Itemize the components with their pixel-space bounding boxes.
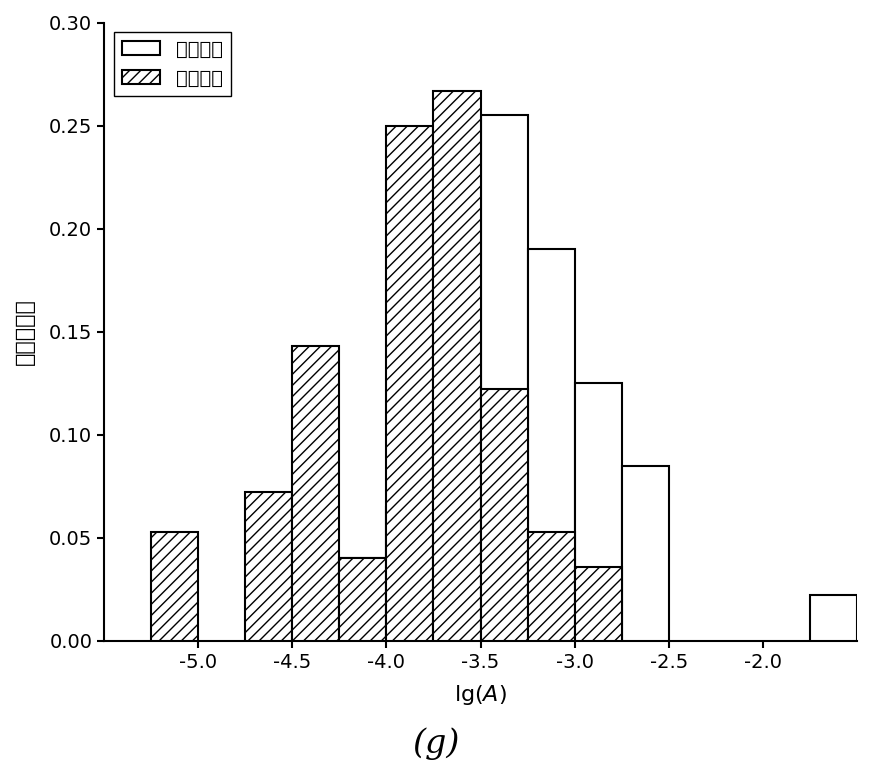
Bar [528,532,575,641]
Bar [386,507,433,641]
Bar [339,558,386,641]
Bar [810,595,857,641]
Bar [386,126,433,641]
Bar [622,466,669,641]
Bar [245,493,292,641]
Bar [433,202,480,641]
Bar [480,390,528,641]
Text: (g): (g) [412,728,460,760]
Bar [292,346,339,641]
Bar [433,91,480,641]
Bar [528,249,575,641]
Bar [151,532,198,641]
Y-axis label: 事件的频次: 事件的频次 [15,298,35,365]
X-axis label: lg($\mathit{A}$): lg($\mathit{A}$) [454,683,507,707]
Bar [575,383,622,641]
Bar [575,566,622,641]
Bar [480,116,528,641]
Legend: 爆破事件, 微震事件: 爆破事件, 微震事件 [113,33,231,95]
Bar [339,558,386,641]
